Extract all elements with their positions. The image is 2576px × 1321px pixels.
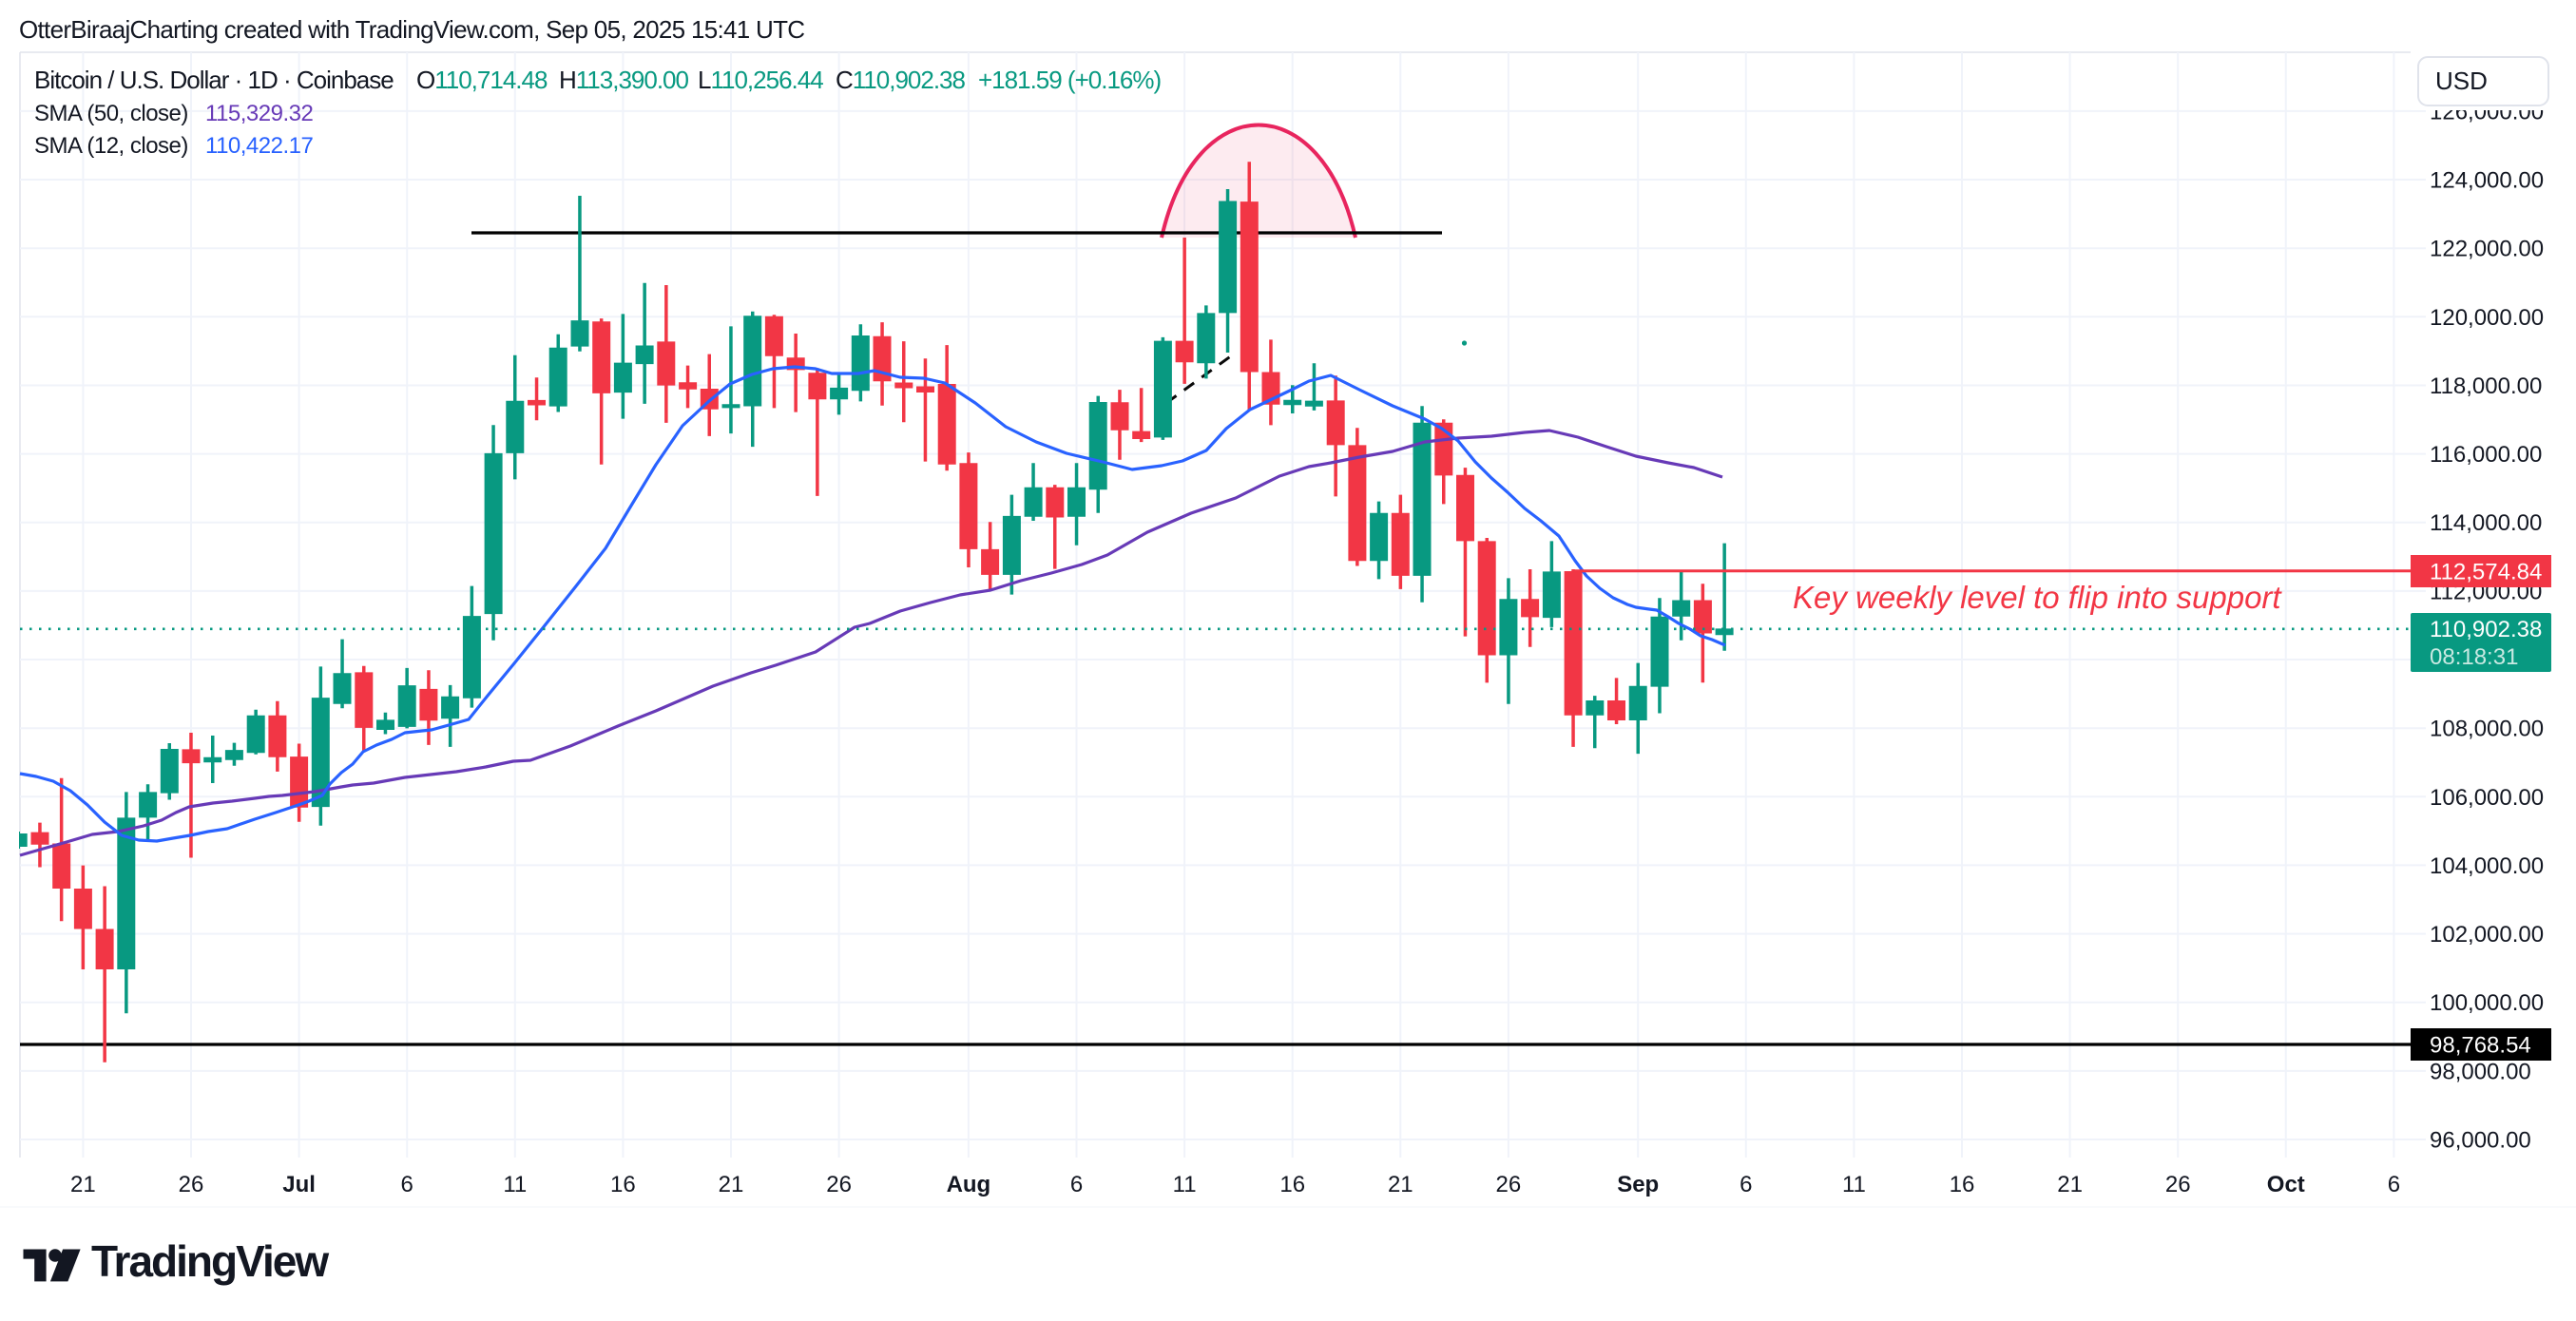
svg-text:11: 11 [1173, 1172, 1197, 1197]
svg-text:26: 26 [1496, 1172, 1522, 1197]
svg-text:122,000.00: 122,000.00 [2430, 237, 2544, 262]
svg-text:L110,256.44: L110,256.44 [698, 66, 823, 94]
svg-text:Bitcoin / U.S. Dollar · 1D · C: Bitcoin / U.S. Dollar · 1D · Coinbase [34, 66, 394, 94]
svg-text:21: 21 [2057, 1172, 2083, 1197]
svg-text:98,000.00: 98,000.00 [2430, 1059, 2531, 1084]
svg-text:SMA (50, close): SMA (50, close) [34, 101, 188, 126]
svg-text:11: 11 [1842, 1172, 1866, 1197]
svg-text:11: 11 [503, 1172, 527, 1197]
svg-text:OtterBiraajCharting created wi: OtterBiraajCharting created with Trading… [19, 15, 804, 44]
svg-text:118,000.00: 118,000.00 [2430, 373, 2542, 399]
svg-text:115,329.32: 115,329.32 [205, 101, 313, 126]
svg-text:112,574.84: 112,574.84 [2430, 560, 2542, 585]
svg-text:110,902.38: 110,902.38 [2430, 617, 2542, 642]
svg-text:124,000.00: 124,000.00 [2430, 168, 2544, 194]
svg-text:+181.59 (+0.16%): +181.59 (+0.16%) [978, 66, 1161, 94]
svg-text:102,000.00: 102,000.00 [2430, 922, 2544, 948]
svg-text:26: 26 [826, 1172, 852, 1197]
svg-text:26: 26 [2165, 1172, 2191, 1197]
svg-text:21: 21 [1388, 1172, 1413, 1197]
svg-text:98,768.54: 98,768.54 [2430, 1033, 2531, 1059]
svg-text:16: 16 [1950, 1172, 1975, 1197]
svg-text:6: 6 [401, 1172, 413, 1197]
svg-text:SMA (12, close): SMA (12, close) [34, 133, 188, 159]
svg-text:21: 21 [719, 1172, 744, 1197]
svg-text:16: 16 [1279, 1172, 1305, 1197]
svg-text:108,000.00: 108,000.00 [2430, 717, 2544, 742]
svg-text:O110,714.48: O110,714.48 [416, 66, 548, 94]
svg-text:H113,390.00: H113,390.00 [559, 66, 689, 94]
svg-text:26: 26 [179, 1172, 204, 1197]
svg-text:C110,902.38: C110,902.38 [836, 66, 966, 94]
svg-text:Aug: Aug [947, 1172, 991, 1197]
svg-text:6: 6 [2388, 1172, 2400, 1197]
svg-text:106,000.00: 106,000.00 [2430, 785, 2544, 811]
svg-text:96,000.00: 96,000.00 [2430, 1128, 2531, 1154]
svg-text:110,422.17: 110,422.17 [205, 133, 313, 159]
svg-text:6: 6 [1740, 1172, 1752, 1197]
svg-text:100,000.00: 100,000.00 [2430, 990, 2544, 1016]
svg-text:6: 6 [1070, 1172, 1083, 1197]
svg-text:16: 16 [610, 1172, 636, 1197]
svg-text:TradingView: TradingView [91, 1236, 329, 1286]
svg-text:USD: USD [2435, 67, 2488, 95]
svg-text:Jul: Jul [282, 1172, 316, 1197]
svg-text:116,000.00: 116,000.00 [2430, 442, 2542, 468]
svg-text:104,000.00: 104,000.00 [2430, 853, 2544, 879]
svg-text:Sep: Sep [1617, 1172, 1659, 1197]
svg-text:120,000.00: 120,000.00 [2430, 305, 2544, 331]
svg-text:Key weekly level to flip into: Key weekly level to flip into support [1793, 580, 2282, 615]
svg-text:114,000.00: 114,000.00 [2430, 510, 2542, 536]
svg-text:08:18:31: 08:18:31 [2430, 644, 2518, 670]
svg-text:21: 21 [70, 1172, 96, 1197]
svg-text:Oct: Oct [2267, 1172, 2305, 1197]
